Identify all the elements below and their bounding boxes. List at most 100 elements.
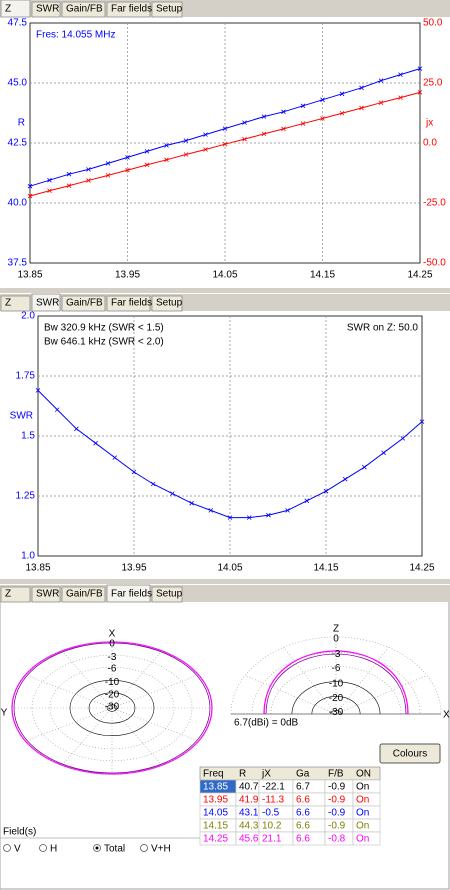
radio[interactable]	[3, 844, 11, 852]
data-point	[66, 183, 72, 189]
x-tick-label: 14.05	[217, 563, 242, 574]
pattern-horizontal-inner	[13, 642, 211, 774]
data-point	[281, 126, 286, 132]
tab-label[interactable]: Setup	[156, 298, 183, 309]
tab[interactable]	[61, 586, 106, 603]
tab-label[interactable]: SWR	[36, 298, 59, 309]
tab-label[interactable]: Z	[5, 298, 11, 309]
data-point	[54, 407, 60, 412]
data-point	[164, 157, 169, 163]
tab[interactable]	[31, 1, 61, 18]
x-tick-label: 13.95	[115, 270, 140, 281]
tab[interactable]	[151, 1, 183, 18]
colours-button[interactable]	[379, 743, 441, 764]
polar-ring	[11, 641, 213, 775]
y-tick-label: 37.5	[8, 258, 28, 269]
radio-label[interactable]: Total	[104, 844, 125, 855]
polar-spoke	[111, 707, 199, 742]
tab-label[interactable]: SWR	[36, 4, 59, 15]
tab-active[interactable]	[106, 584, 151, 603]
x-tick-label: 14.25	[407, 270, 432, 281]
data-point	[359, 105, 364, 111]
polar-ring	[330, 709, 342, 715]
tab-label[interactable]: Setup	[156, 4, 183, 15]
table-cell-text: 13.85	[203, 782, 228, 793]
tab-label[interactable]: Far fields	[111, 589, 152, 600]
data-point	[27, 193, 33, 199]
table-cell-text: 44.3	[239, 821, 259, 832]
polar-spoke	[111, 707, 163, 766]
data-point	[304, 498, 310, 504]
y-tick-label: 2.0	[21, 311, 35, 322]
table-header: Freq	[203, 769, 224, 780]
tab-label[interactable]: Far fields	[111, 4, 152, 15]
tab[interactable]	[106, 1, 151, 18]
radio-label[interactable]: V	[14, 844, 21, 855]
data-point	[261, 131, 267, 137]
tab-label[interactable]: Z	[5, 589, 11, 600]
tab-label[interactable]: Far fields	[111, 298, 152, 309]
y-tick-label: 47.5	[8, 18, 28, 29]
tab-label[interactable]: Gain/FB	[66, 298, 103, 309]
data-point	[300, 103, 306, 109]
colours-button-label[interactable]: Colours	[393, 749, 427, 760]
table-cell-text: 6.6	[296, 795, 310, 806]
tab[interactable]	[151, 295, 183, 312]
tab[interactable]	[0, 586, 31, 603]
polar-spoke	[111, 674, 199, 709]
table-cell-text: 6.6	[296, 808, 310, 819]
radio-label[interactable]: H	[50, 844, 57, 855]
radio-label[interactable]: V+H	[151, 844, 171, 855]
tab-active[interactable]	[31, 293, 61, 312]
tab-label[interactable]: Z	[5, 4, 11, 15]
y-tick-label: 1.0	[21, 551, 35, 562]
data-point	[144, 162, 150, 168]
splitter	[0, 288, 450, 293]
data-point	[164, 143, 169, 148]
tab-active[interactable]	[0, 0, 31, 18]
tab[interactable]	[31, 586, 61, 603]
table-cell-text: 6.6	[296, 821, 310, 832]
y2-tick-label: 25.0	[423, 78, 443, 89]
axis-label: SWR	[10, 411, 33, 422]
tab-label[interactable]: Gain/FB	[66, 4, 103, 15]
x-tick-label: 14.15	[310, 270, 335, 281]
data-point	[246, 515, 252, 520]
polar-spoke	[335, 647, 389, 715]
axis-top-label: X	[109, 629, 116, 640]
tab-label[interactable]: Gain/FB	[66, 589, 103, 600]
polar-ring	[69, 680, 155, 736]
polar-spoke	[25, 674, 113, 709]
data-point	[86, 178, 91, 183]
data-point	[362, 464, 367, 470]
tab[interactable]	[61, 295, 106, 312]
data-point	[105, 173, 111, 178]
data-point	[150, 481, 156, 487]
ring-label: 0	[333, 634, 339, 645]
table-cell-text: 40.7	[239, 782, 259, 793]
tab[interactable]	[61, 1, 106, 18]
data-point	[342, 476, 348, 482]
data-point	[398, 72, 403, 77]
table-cell-text: -11.3	[262, 795, 284, 806]
y-tick-label: 1.25	[16, 491, 36, 502]
tab-label[interactable]: SWR	[36, 589, 59, 600]
tab[interactable]	[106, 295, 151, 312]
table-cell-text: On	[356, 834, 369, 845]
data-point	[170, 491, 175, 496]
x-tick-label: 14.15	[313, 563, 338, 574]
radio-dot[interactable]	[95, 846, 99, 850]
radio[interactable]	[39, 844, 47, 852]
data-point	[417, 66, 423, 71]
tab-label[interactable]: Setup	[156, 589, 183, 600]
tab[interactable]	[0, 295, 31, 312]
table-cell-text: 6.7	[296, 782, 310, 793]
data-point	[261, 114, 267, 119]
ring-label: -10	[329, 678, 344, 689]
radio[interactable]	[140, 844, 148, 852]
data-point	[208, 508, 214, 513]
tab[interactable]	[151, 586, 183, 603]
polar-spoke	[283, 647, 337, 715]
ring-label: -10	[105, 677, 120, 688]
